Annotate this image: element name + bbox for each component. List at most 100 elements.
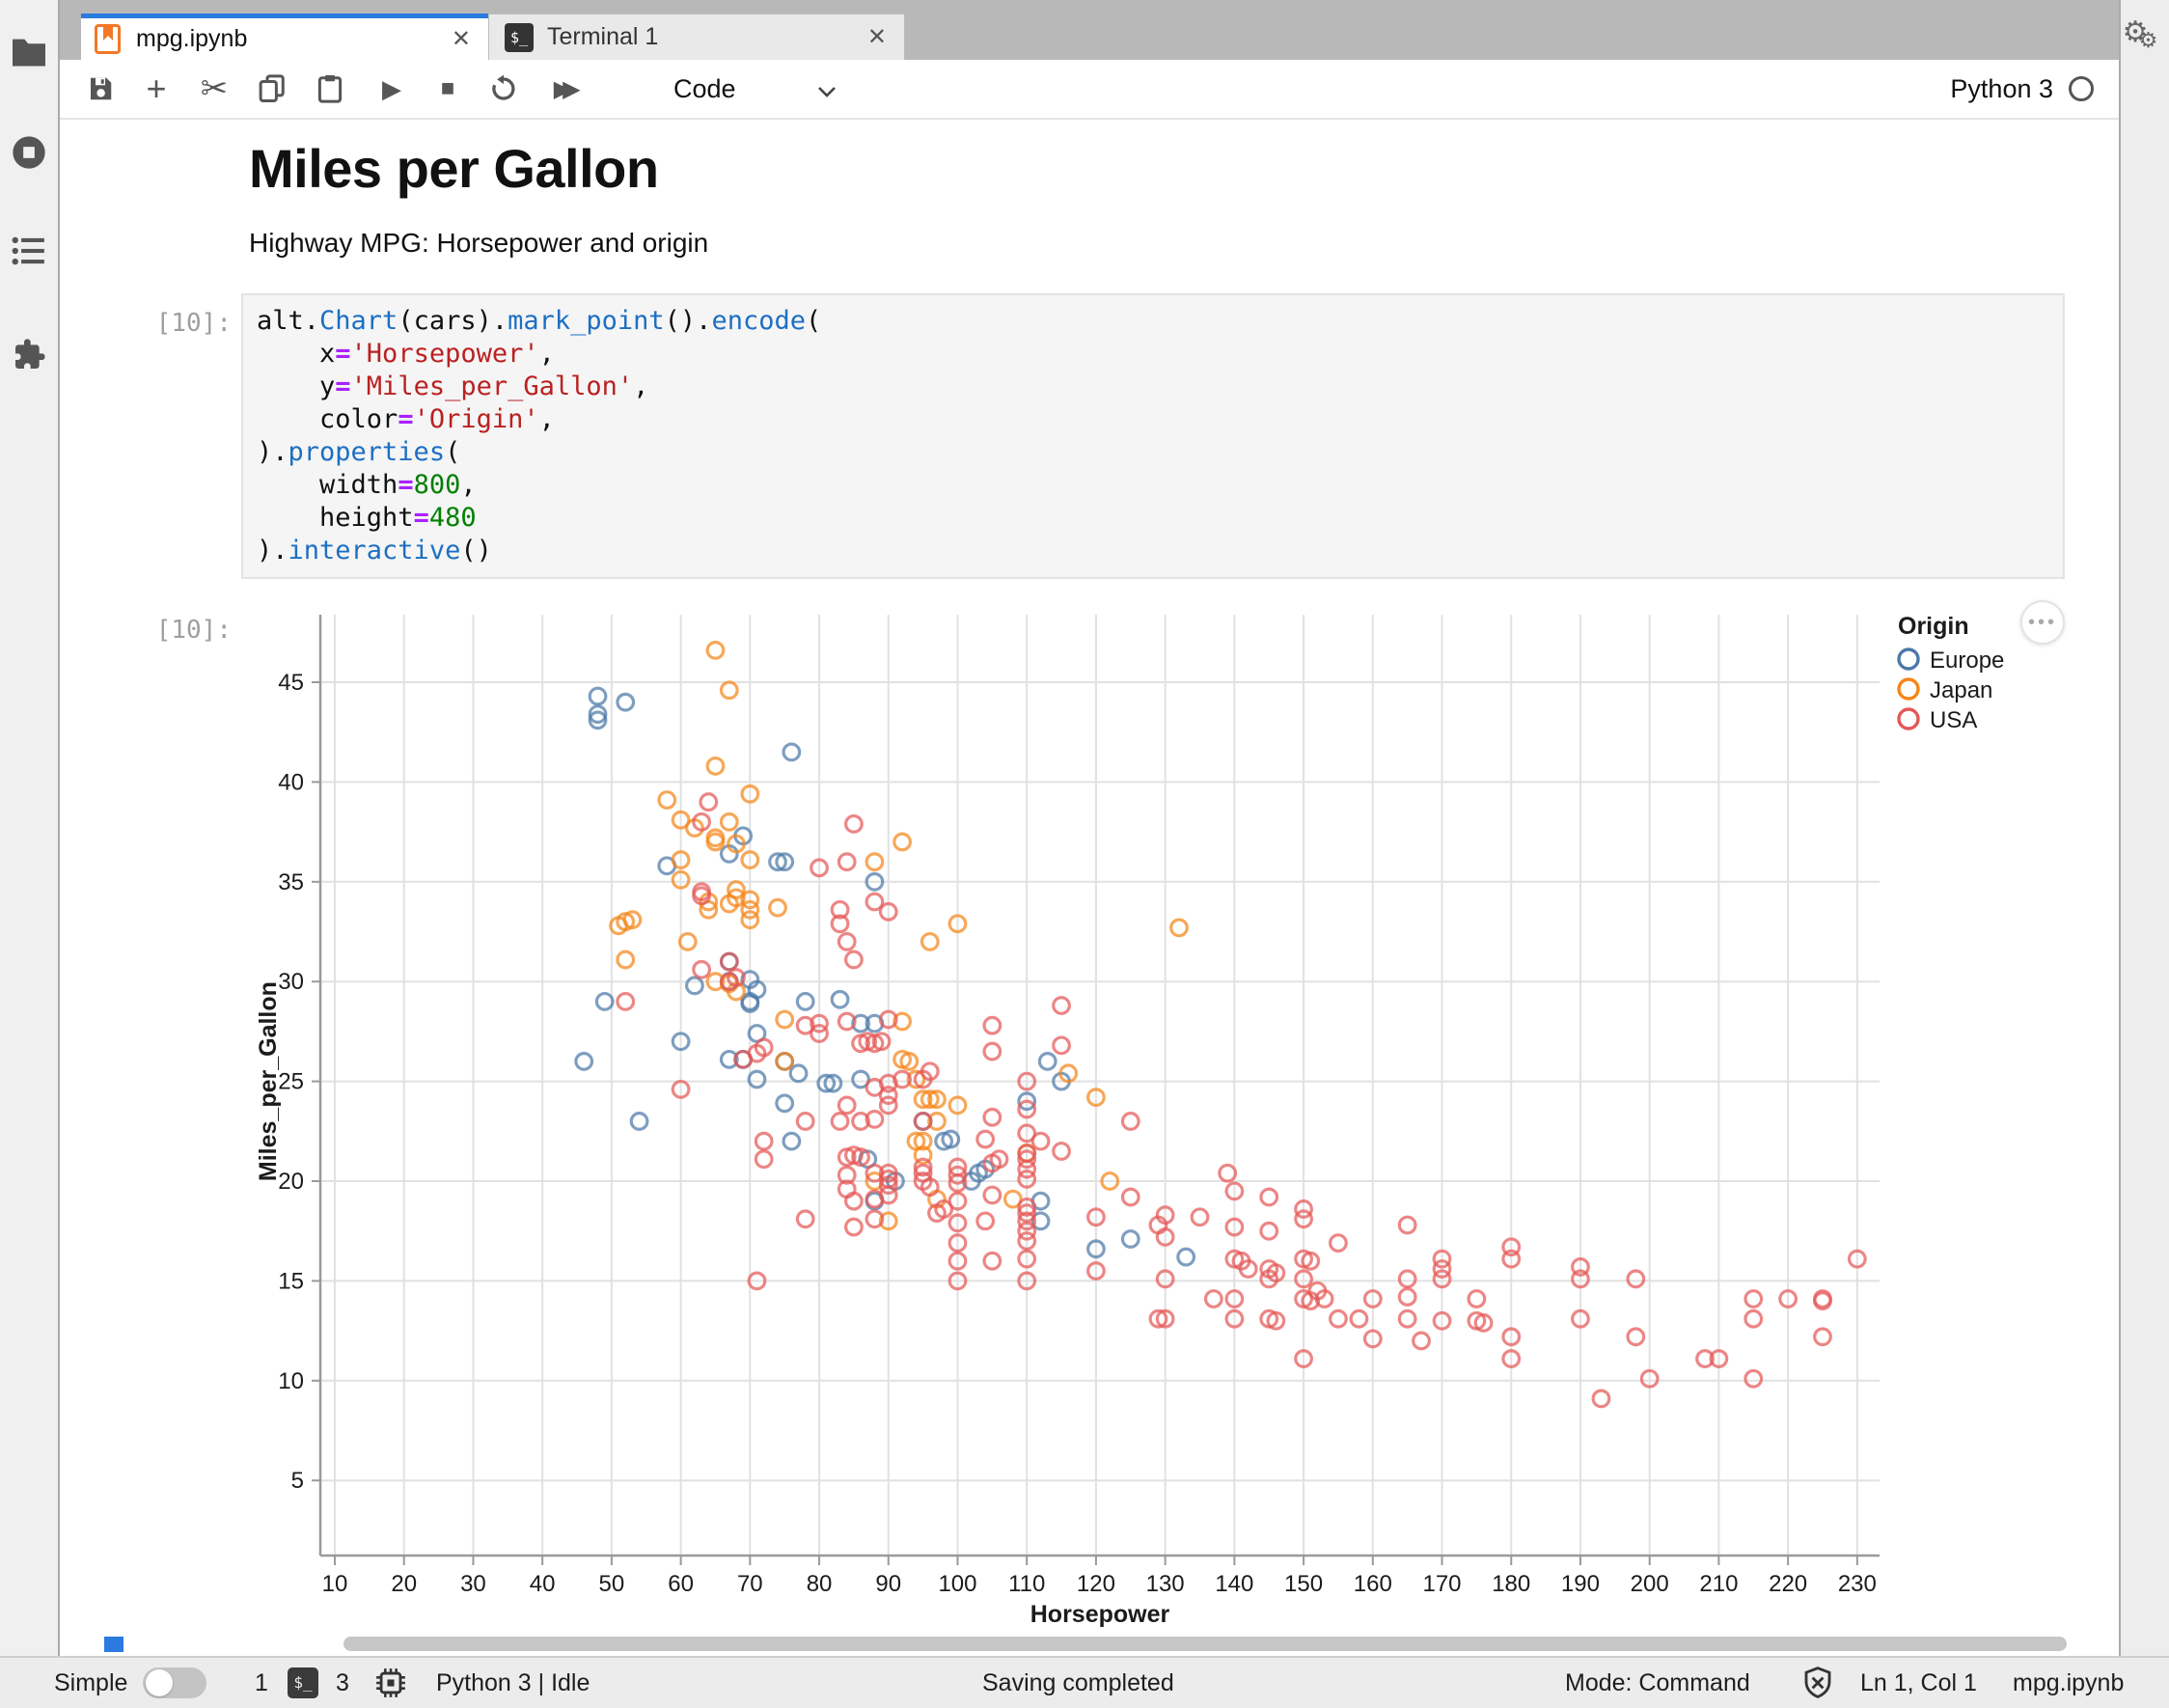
data-point	[671, 850, 691, 869]
legend-symbol[interactable]	[1897, 707, 1920, 730]
data-point	[705, 972, 726, 992]
data-point	[837, 931, 857, 951]
data-point	[920, 931, 940, 951]
cell-collapser[interactable]	[104, 1637, 124, 1652]
data-point	[1432, 1259, 1452, 1279]
scrollbar-thumb[interactable]	[343, 1637, 2067, 1651]
data-point	[1362, 1329, 1383, 1349]
y-tick-label: 35	[278, 869, 304, 895]
x-tick-label: 130	[1146, 1571, 1185, 1597]
data-point	[1743, 1289, 1764, 1309]
data-point	[1626, 1269, 1646, 1289]
kernel-count[interactable]: 3	[336, 1668, 349, 1696]
tab-label: mpg.ipynb	[136, 25, 248, 52]
data-point	[892, 1069, 913, 1089]
scatter-chart[interactable]: 10 20 30 40 50 60 70 80 90 100 110 120 130 140 150 160 1…	[253, 603, 2119, 1631]
kernel-name[interactable]: Python 3	[1950, 73, 2053, 103]
data-point	[1017, 1271, 1037, 1291]
data-point	[788, 1063, 809, 1084]
cell-type-dropdown[interactable]: Code	[673, 60, 837, 118]
data-point	[878, 1009, 898, 1030]
kernel-status-icon[interactable]	[2069, 76, 2094, 101]
running-kernels-icon[interactable]	[10, 133, 48, 177]
file-browser-icon[interactable]	[11, 35, 47, 72]
y-tick-label: 15	[278, 1268, 304, 1294]
data-point	[1017, 1123, 1037, 1143]
property-inspector-gears-icon[interactable]: ⚙⚙	[2122, 16, 2158, 52]
data-point	[1058, 1063, 1079, 1084]
legend-symbol[interactable]	[1897, 647, 1920, 671]
restart-kernel-icon[interactable]	[482, 60, 525, 118]
x-tick-label: 20	[391, 1571, 417, 1597]
data-point	[705, 832, 726, 852]
extension-manager-icon[interactable]	[10, 336, 48, 379]
data-point	[1314, 1289, 1334, 1309]
cell-type-value: Code	[673, 73, 736, 103]
data-point	[1017, 1091, 1037, 1112]
data-point	[754, 1037, 774, 1058]
data-point	[1052, 996, 1071, 1015]
legend-label[interactable]: Japan	[1930, 677, 1992, 703]
legend-symbol[interactable]	[1897, 677, 1920, 701]
add-cell-icon[interactable]: +	[146, 69, 167, 108]
data-point	[982, 1041, 1002, 1061]
data-point	[705, 756, 726, 776]
data-point	[1301, 1251, 1321, 1271]
data-point	[1695, 1349, 1715, 1368]
x-tick-label: 180	[1492, 1571, 1530, 1597]
data-point	[705, 641, 726, 660]
data-point	[719, 1049, 739, 1069]
vega-actions-menu-icon[interactable]: •••	[2020, 600, 2065, 645]
data-point	[982, 1185, 1002, 1205]
tab-terminal-1[interactable]: $_ Terminal 1 ✕	[488, 14, 905, 60]
table-of-contents-icon[interactable]	[11, 234, 47, 273]
kernel-chip-icon[interactable]	[374, 1658, 407, 1708]
data-point	[934, 1199, 954, 1219]
data-point	[1467, 1289, 1487, 1309]
trust-shield-icon[interactable]	[1800, 1658, 1835, 1708]
data-point	[1709, 1349, 1729, 1368]
close-icon[interactable]: ✕	[866, 24, 887, 50]
data-point	[810, 1024, 829, 1043]
tab-mpg-ipynb[interactable]: mpg.ipynb ✕	[81, 14, 488, 60]
command-mode-indicator[interactable]: Mode: Command	[1565, 1668, 1750, 1696]
data-point	[1017, 1203, 1037, 1223]
data-point	[574, 1052, 594, 1071]
data-point	[795, 1015, 815, 1035]
run-icon[interactable]: ▶	[382, 73, 401, 103]
input-prompt: [10]:	[155, 309, 232, 338]
data-point	[1294, 1349, 1313, 1368]
paste-cells-icon[interactable]	[309, 60, 351, 118]
save-icon[interactable]	[79, 60, 122, 118]
close-icon[interactable]: ✕	[451, 26, 471, 52]
data-point	[1349, 1309, 1369, 1329]
data-point	[830, 899, 850, 920]
terminal-badge-icon[interactable]: $_	[288, 1667, 318, 1698]
data-point	[920, 1061, 940, 1082]
code-line: width=800,	[257, 470, 477, 500]
data-point	[892, 832, 913, 852]
terminal-count[interactable]: 1	[255, 1668, 268, 1696]
simple-mode-toggle[interactable]	[143, 1667, 206, 1698]
legend-label[interactable]: USA	[1930, 707, 1977, 733]
data-point	[588, 710, 608, 730]
data-point	[1238, 1259, 1258, 1279]
legend-label[interactable]: Europe	[1930, 647, 2004, 674]
data-point	[747, 1271, 767, 1291]
x-tick-label: 210	[1699, 1571, 1738, 1597]
restart-run-all-icon[interactable]: ▶▶	[553, 75, 581, 102]
data-point	[1086, 1239, 1106, 1259]
code-cell[interactable]: alt.Chart(cars).mark_point().encode( x='…	[241, 293, 2065, 579]
data-point	[844, 813, 864, 834]
code-line: x='Horsepower',	[257, 339, 555, 369]
data-point	[1397, 1309, 1417, 1329]
data-point	[899, 1052, 920, 1071]
cut-cells-icon[interactable]: ✂	[200, 70, 229, 107]
x-tick-label: 30	[460, 1571, 486, 1597]
stop-icon[interactable]: ■	[440, 75, 455, 101]
copy-cells-icon[interactable]	[251, 60, 293, 118]
data-point	[920, 1089, 940, 1110]
data-point	[1847, 1249, 1867, 1269]
cursor-position[interactable]: Ln 1, Col 1	[1860, 1668, 1977, 1696]
kernel-status-text[interactable]: Python 3 | Idle	[436, 1668, 590, 1696]
